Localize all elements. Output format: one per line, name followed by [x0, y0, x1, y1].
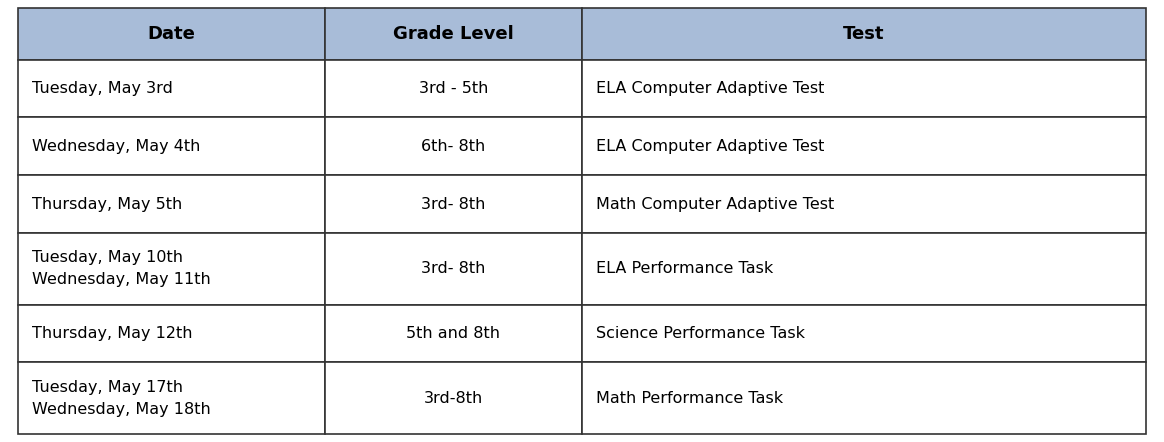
Bar — [17, 118, 325, 175]
Text: Wednesday, May 4th: Wednesday, May 4th — [31, 139, 200, 154]
Bar — [325, 118, 582, 175]
Text: Date: Date — [148, 25, 196, 43]
Bar — [17, 175, 325, 233]
Text: Science Performance Task: Science Performance Task — [596, 326, 805, 341]
Text: Test: Test — [843, 25, 885, 43]
Bar — [582, 118, 1147, 175]
Text: 3rd - 5th: 3rd - 5th — [419, 81, 488, 96]
Bar — [325, 362, 582, 434]
Bar — [325, 60, 582, 118]
Text: Tuesday, May 10th
Wednesday, May 11th: Tuesday, May 10th Wednesday, May 11th — [31, 250, 211, 287]
Bar — [582, 233, 1147, 305]
Text: 3rd- 8th: 3rd- 8th — [421, 197, 485, 212]
Text: Grade Level: Grade Level — [393, 25, 513, 43]
Bar — [582, 175, 1147, 233]
Bar — [325, 305, 582, 362]
Text: Math Performance Task: Math Performance Task — [596, 391, 783, 406]
Bar — [582, 362, 1147, 434]
Bar — [17, 305, 325, 362]
Bar — [325, 175, 582, 233]
Text: ELA Computer Adaptive Test: ELA Computer Adaptive Test — [596, 139, 824, 154]
Bar — [582, 8, 1147, 60]
Text: 3rd- 8th: 3rd- 8th — [421, 261, 485, 276]
Bar — [582, 60, 1147, 118]
Bar — [17, 362, 325, 434]
Bar — [325, 233, 582, 305]
Bar — [325, 8, 582, 60]
Bar — [582, 305, 1147, 362]
Bar — [17, 8, 325, 60]
Bar — [17, 233, 325, 305]
Bar — [17, 60, 325, 118]
Text: 5th and 8th: 5th and 8th — [406, 326, 501, 341]
Text: ELA Performance Task: ELA Performance Task — [596, 261, 773, 276]
Text: Tuesday, May 3rd: Tuesday, May 3rd — [31, 81, 173, 96]
Text: 6th- 8th: 6th- 8th — [421, 139, 485, 154]
Text: Math Computer Adaptive Test: Math Computer Adaptive Test — [596, 197, 835, 212]
Text: ELA Computer Adaptive Test: ELA Computer Adaptive Test — [596, 81, 824, 96]
Text: Thursday, May 5th: Thursday, May 5th — [31, 197, 183, 212]
Text: Tuesday, May 17th
Wednesday, May 18th: Tuesday, May 17th Wednesday, May 18th — [31, 380, 211, 417]
Text: Thursday, May 12th: Thursday, May 12th — [31, 326, 192, 341]
Text: 3rd-8th: 3rd-8th — [424, 391, 483, 406]
